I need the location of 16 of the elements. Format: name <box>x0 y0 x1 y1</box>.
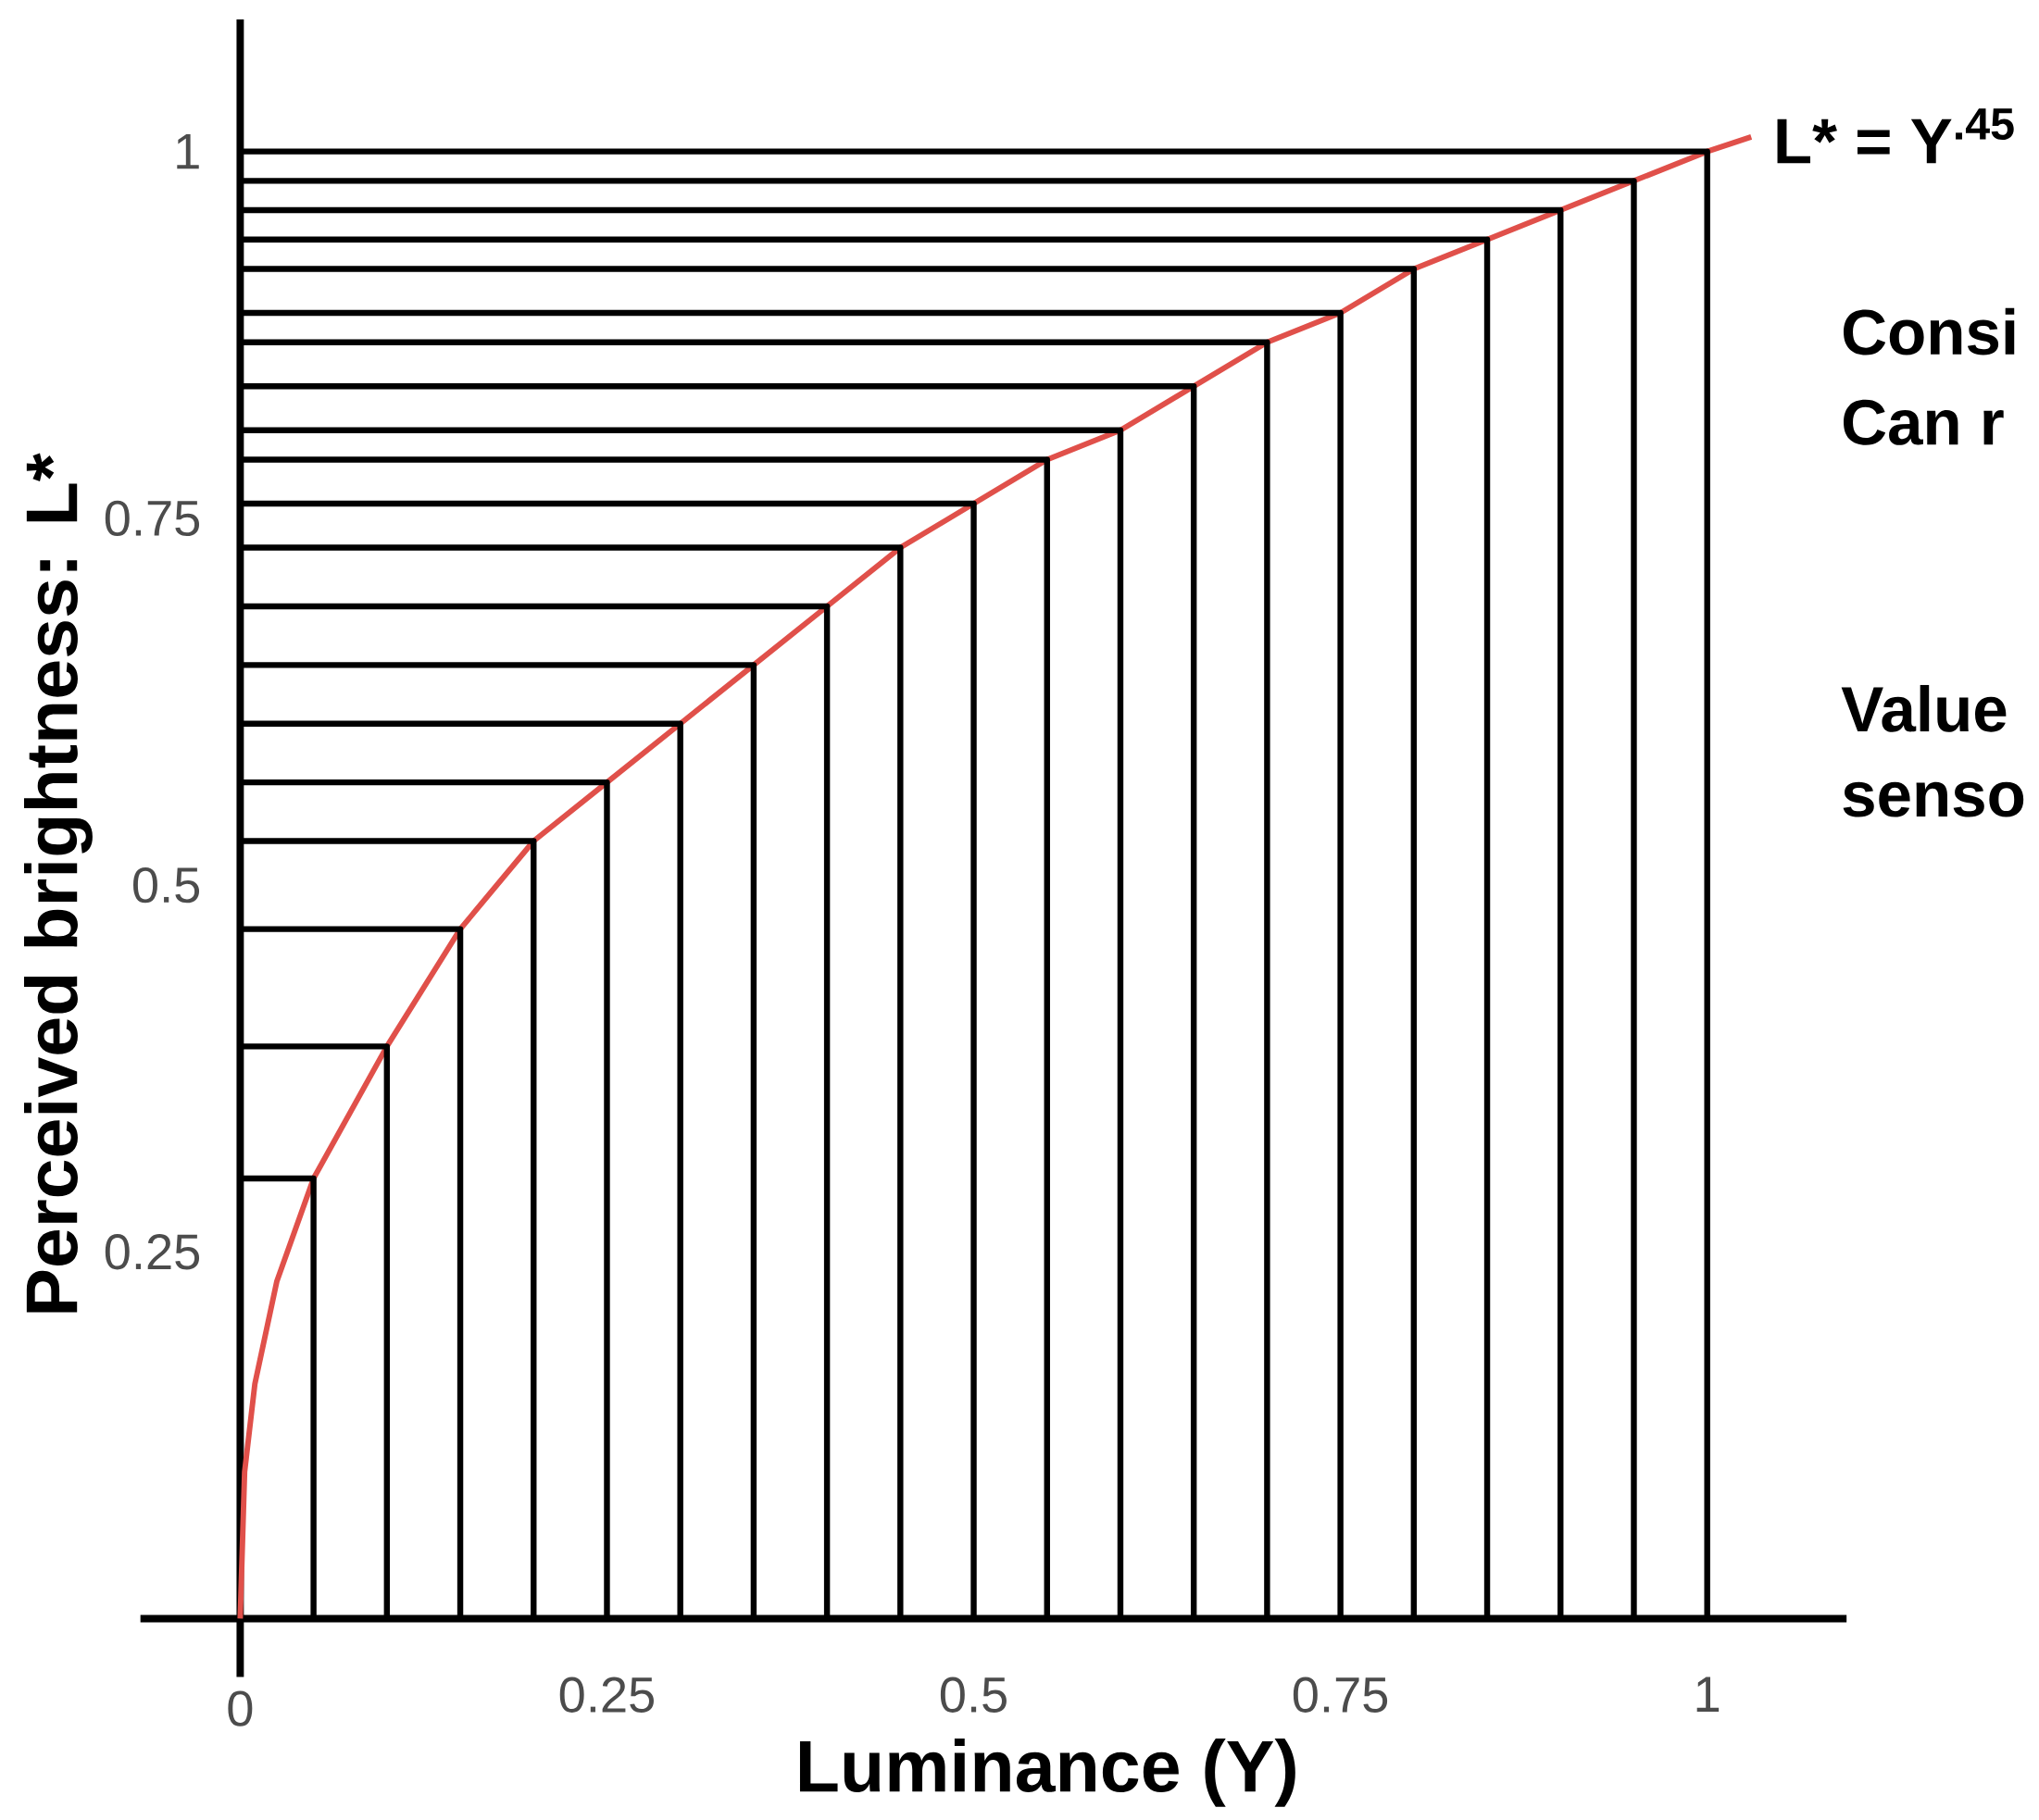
annotation: Can r <box>1844 399 2004 445</box>
y-tick-label: 1 <box>177 134 199 169</box>
x-tick-label: 0.25 <box>559 1677 654 1713</box>
annotation: Value <box>1841 684 2007 732</box>
y-tick-label: 0.5 <box>133 866 200 904</box>
x-tick-label: 0.75 <box>1293 1677 1388 1713</box>
x-tick-label: 1 <box>1696 1677 1720 1712</box>
annotation: Consi <box>1844 307 2015 355</box>
y-axis-title: Perceived brightness: L* <box>23 453 93 1313</box>
annotation: L* = Y$^{.45}$ <box>1777 108 2014 164</box>
y-tick-label: 0.75 <box>105 500 200 537</box>
y-tick-label: 0.25 <box>105 1234 200 1270</box>
annotation: senso <box>1843 781 2024 817</box>
x-axis-title: Luminance (Y) <box>799 1739 1295 1807</box>
x-tick-label: 0 <box>228 1690 253 1727</box>
x-tick-label: 0.5 <box>940 1677 1007 1713</box>
